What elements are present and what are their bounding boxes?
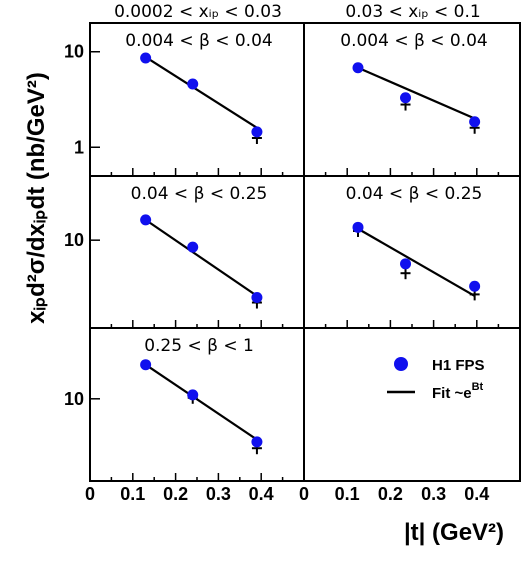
- data-point: [400, 258, 412, 270]
- x-tick-label: 0.3: [206, 484, 231, 504]
- data-point: [469, 116, 481, 128]
- y-tick-label: 10: [64, 42, 84, 62]
- fit-line: [357, 66, 476, 120]
- data-point: [187, 389, 199, 401]
- x-axis-title: |t| (GeV²): [404, 519, 504, 546]
- panel-frame: [303, 327, 521, 482]
- x-tick-label: 0.2: [163, 484, 188, 504]
- data-point: [469, 280, 481, 292]
- fit-line: [145, 56, 258, 129]
- data-point: [140, 52, 152, 64]
- data-point: [251, 291, 263, 303]
- panel-r2c2: 0.04 < β < 0.25: [303, 184, 521, 328]
- panels-group: 0.004 < β < 0.04 10 1 0.004 < β < 0.04 0.04 …: [64, 22, 521, 482]
- panel-r2c1: 0.04 < β < 0.25 10: [64, 184, 305, 328]
- legend-point-marker: [394, 357, 408, 371]
- x-tick-label: 0.4: [249, 484, 274, 504]
- data-point: [352, 221, 364, 233]
- legend-fit-label-base: Fit ~e: [432, 385, 472, 402]
- x-tick-label: 0.1: [120, 484, 145, 504]
- y-axis-title: xᵢₚd²σ/dxᵢₚdt (nb/GeV²): [23, 72, 50, 324]
- panel-label: 0.004 < β < 0.04: [125, 31, 272, 51]
- data-point: [251, 126, 263, 138]
- data-point: [187, 241, 199, 253]
- data-point: [140, 214, 152, 226]
- panel-label: 0.25 < β < 1: [144, 336, 254, 356]
- panel-r1c2: 0.004 < β < 0.04: [303, 31, 521, 176]
- panel-label: 0.04 < β < 0.25: [346, 184, 483, 204]
- x-tick-label: 0.2: [378, 484, 403, 504]
- fit-line: [145, 363, 258, 441]
- x-tick-labels: 0 0.1 0.2 0.3 0.4 0 0.1 0.2 0.3 0.4: [85, 484, 489, 504]
- panel-label: 0.004 < β < 0.04: [340, 31, 487, 51]
- y-tick-label: 10: [64, 230, 84, 250]
- data-point: [400, 92, 412, 104]
- y-tick-label: 10: [64, 389, 84, 409]
- data-point: [140, 359, 152, 371]
- y-tick-label: 1: [74, 137, 84, 157]
- data-point: [251, 436, 263, 448]
- data-point: [352, 62, 364, 74]
- x-tick-label: 0.3: [421, 484, 446, 504]
- fit-line: [357, 227, 476, 297]
- fit-line: [145, 218, 258, 297]
- x-tick-label: 0: [85, 484, 95, 504]
- data-point: [187, 78, 199, 90]
- x-tick-label: 0.1: [335, 484, 360, 504]
- panel-label: 0.04 < β < 0.25: [131, 184, 268, 204]
- panel-r3c1: 0.25 < β < 1 10: [64, 336, 305, 481]
- x-tick-label: 0: [299, 484, 309, 504]
- column-header-low-xpom: 0.0002 < xᵢₚ < 0.03: [114, 2, 282, 22]
- legend-points-label: H1 FPS: [432, 357, 485, 374]
- x-tick-label: 0.4: [464, 484, 489, 504]
- column-header-high-xpom: 0.03 < xᵢₚ < 0.1: [345, 2, 480, 22]
- legend-fit-label-exponent: Bt: [472, 381, 484, 393]
- panel-r1c1: 0.004 < β < 0.04 10 1: [64, 31, 305, 176]
- legend-fit-label: Fit ~eBt: [432, 381, 484, 402]
- legend: H1 FPS Fit ~eBt: [387, 357, 485, 402]
